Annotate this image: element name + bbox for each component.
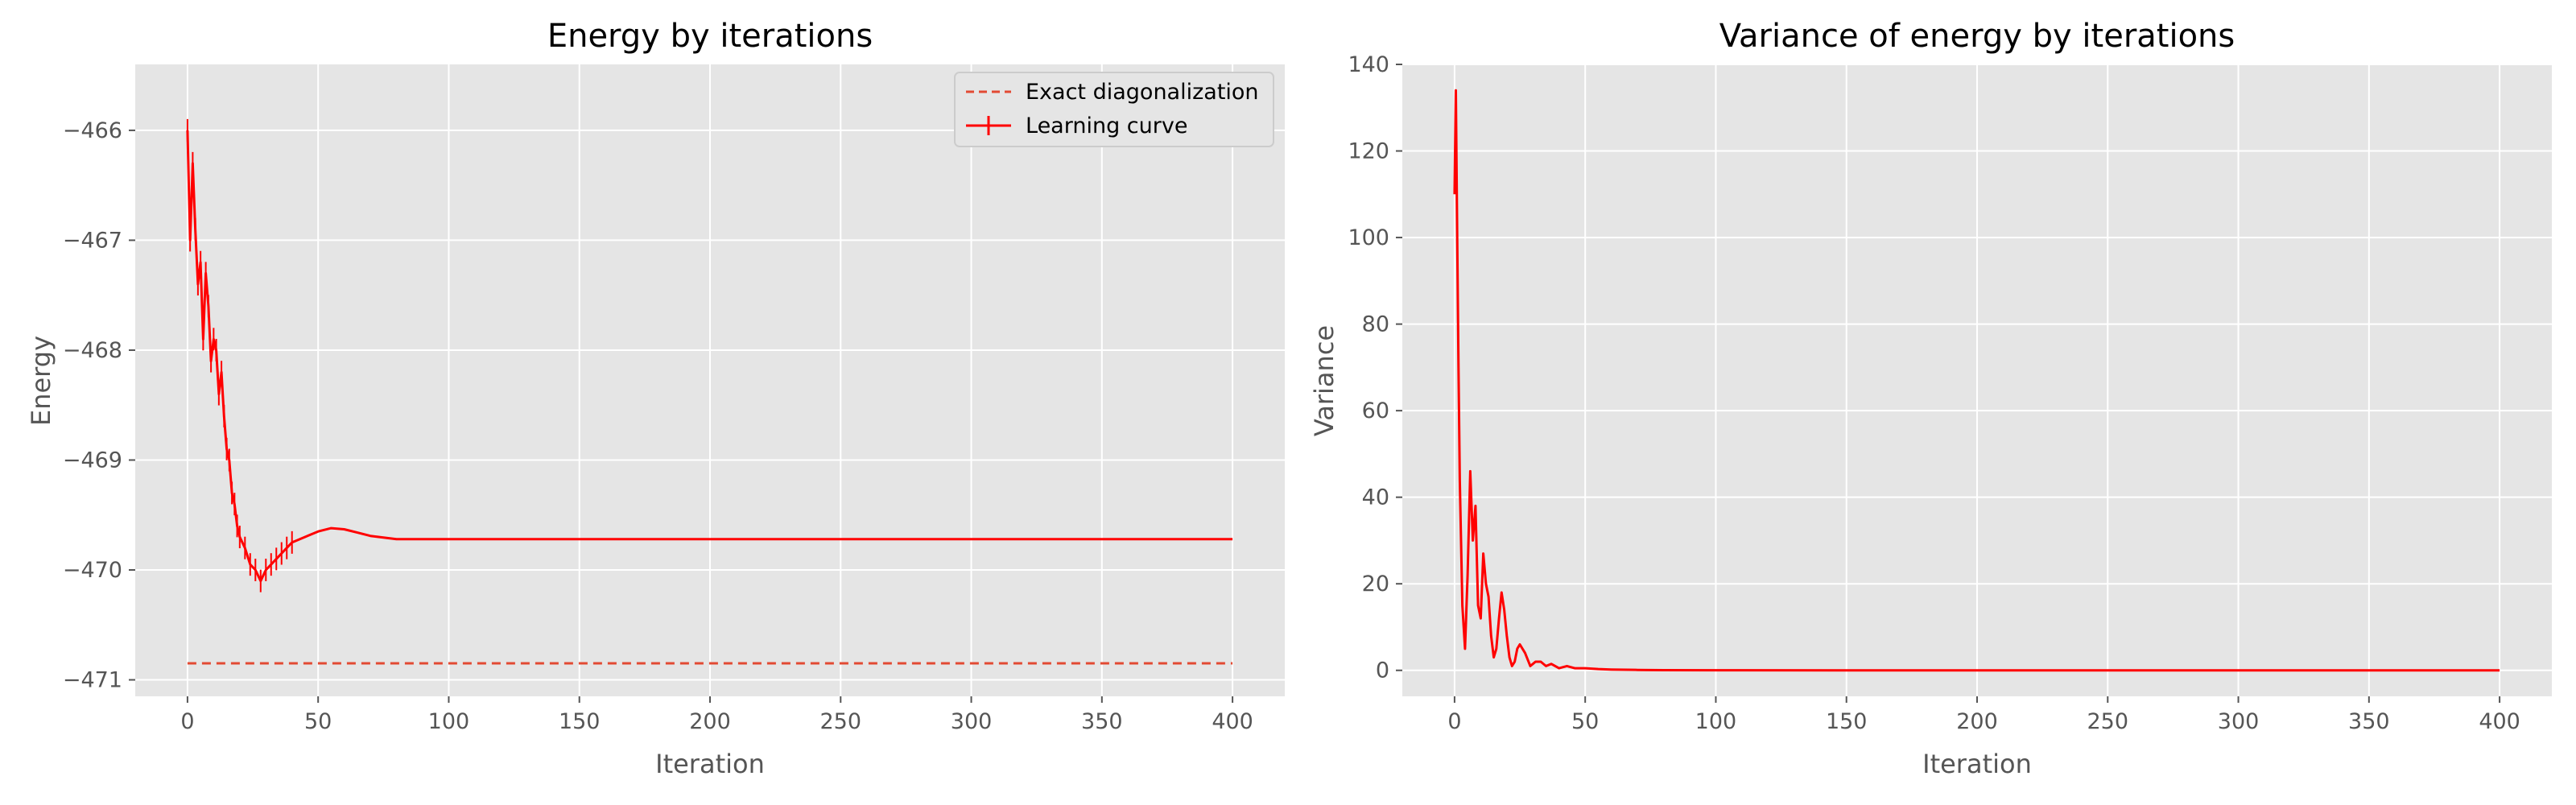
variance-chart: 0 50 100 150 200 250 300 350 400 0 20 40 60 80 100 120 1… [1309, 18, 2552, 779]
series-energy [186, 118, 1233, 665]
gridlines-variance [1402, 64, 2552, 696]
y-tick-label: 120 [1348, 139, 1389, 164]
x-tick-label: 250 [819, 709, 861, 734]
y-tick-label: 80 [1362, 312, 1389, 337]
y-tick-label: 40 [1362, 485, 1389, 510]
x-tick-label: 100 [428, 709, 470, 734]
y-tick-label: 100 [1348, 225, 1389, 250]
x-tick-label: 150 [559, 709, 601, 734]
legend-box [954, 72, 1274, 147]
gridlines-energy [135, 64, 1285, 696]
x-tick-label: 350 [2348, 709, 2390, 734]
x-tick-label: 50 [304, 709, 332, 734]
y-tick-label: −470 [63, 558, 122, 583]
legend: Exact diagonalization Learning curve [954, 72, 1274, 147]
x-tick-label: 100 [1695, 709, 1737, 734]
x-tick-label: 400 [2479, 709, 2520, 734]
x-tick-label: 50 [1571, 709, 1599, 734]
y-tick-label: 20 [1362, 572, 1389, 597]
y-axis-label-variance: Variance [1309, 325, 1340, 436]
y-tick-label: −467 [63, 228, 122, 253]
ticks-energy: 0 50 100 150 200 250 300 350 400 −471 −470 −469 −468… [63, 118, 1253, 734]
x-axis-label-variance: Iteration [1922, 749, 2032, 779]
x-tick-label: 350 [1081, 709, 1123, 734]
x-tick-label: 0 [180, 709, 194, 734]
x-tick-label: 200 [689, 709, 731, 734]
y-tick-label: −466 [63, 118, 122, 143]
variance-line [1453, 89, 2500, 672]
x-tick-label: 400 [1212, 709, 1253, 734]
x-tick-label: 300 [2218, 709, 2260, 734]
y-tick-label: 140 [1348, 52, 1389, 77]
x-tick-label: 300 [951, 709, 993, 734]
y-tick-label: −469 [63, 448, 122, 473]
y-tick-label: −468 [63, 338, 122, 363]
x-tick-label: 0 [1447, 709, 1461, 734]
x-axis-label-energy: Iteration [655, 749, 765, 779]
chart-title-variance: Variance of energy by iterations [1719, 18, 2235, 55]
x-tick-label: 200 [1956, 709, 1998, 734]
y-tick-label: 60 [1362, 398, 1389, 423]
y-tick-label: −471 [63, 668, 122, 693]
ticks-variance: 0 50 100 150 200 250 300 350 400 0 20 40 60 80 100 120 1… [1348, 52, 2520, 734]
x-tick-label: 250 [2087, 709, 2128, 734]
series-variance [1453, 89, 2500, 672]
y-axis-label-energy: Energy [26, 336, 56, 426]
chart-title-energy: Energy by iterations [547, 18, 873, 55]
energy-chart: 0 50 100 150 200 250 300 350 400 −471 −470 −469 −468… [26, 18, 1285, 779]
legend-label-exact: Exact diagonalization [1026, 80, 1259, 105]
y-tick-label: 0 [1376, 658, 1389, 683]
legend-label-learning: Learning curve [1026, 114, 1187, 138]
x-tick-label: 150 [1826, 709, 1868, 734]
